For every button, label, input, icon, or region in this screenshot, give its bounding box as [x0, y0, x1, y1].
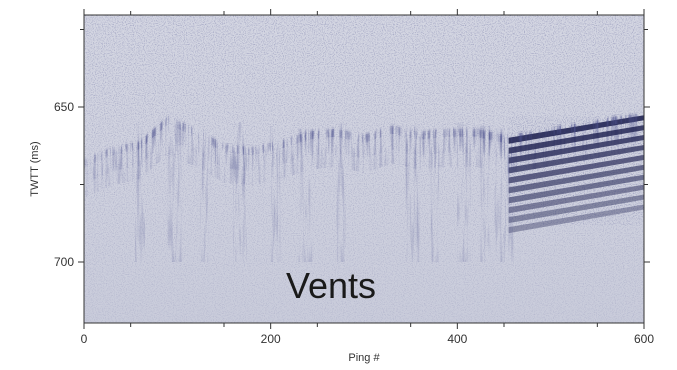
vent-chimney [457, 122, 471, 262]
y-tick-label: 650 [54, 100, 74, 114]
vent-chimney [298, 128, 313, 262]
vent-chimney [335, 122, 346, 262]
reflector-layers [84, 111, 644, 234]
vent-chimney [503, 122, 514, 262]
vent-chimney [270, 125, 281, 262]
vent-chimney [233, 122, 247, 262]
vent-chimney [167, 125, 182, 262]
axis-ticks: 0 200 400 600 650 700 [54, 9, 654, 346]
x-tick-label: 400 [447, 332, 467, 346]
x-tick-label: 600 [634, 332, 654, 346]
shallow-reflector-band [84, 115, 644, 184]
plot-frame [83, 14, 645, 324]
y-axis-title: TWTT (ms) [29, 141, 41, 196]
y-tick-label: 700 [54, 255, 74, 269]
vent-chimney [405, 125, 420, 262]
vents-label: Vents [286, 265, 376, 306]
seafloor-line [84, 113, 644, 168]
image-area [84, 15, 644, 323]
vent-chimney [480, 125, 491, 262]
x-tick-label: 200 [261, 332, 281, 346]
vent-chimney [429, 128, 439, 262]
vent-chimneys [135, 122, 514, 262]
vent-chimney [135, 122, 145, 262]
x-tick-label: 0 [81, 332, 88, 346]
vent-chimney [200, 128, 211, 262]
x-axis-title: Ping # [348, 352, 380, 364]
